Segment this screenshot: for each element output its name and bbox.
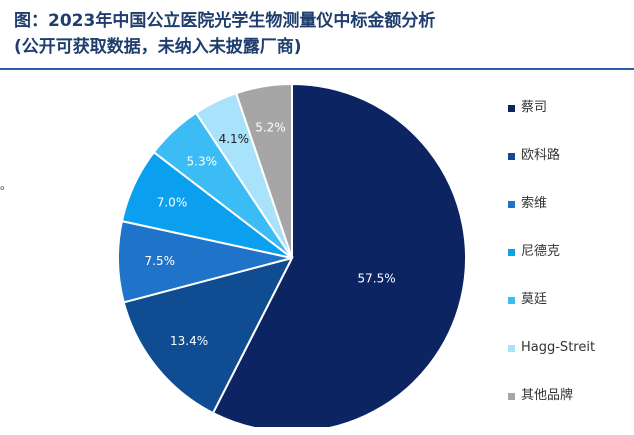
legend-item-4: 莫廷 <box>508 291 595 339</box>
slice-label-6: 5.2% <box>255 121 286 135</box>
legend-swatch-2 <box>508 201 515 208</box>
legend-item-6: 其他品牌 <box>508 387 595 435</box>
pie-slice-6 <box>234 82 293 259</box>
title-block: 图：2023年中国公立医院光学生物测量仪中标金额分析 (公开可获取数据，未纳入未… <box>14 8 435 60</box>
legend-label-3: 尼德克 <box>521 244 561 259</box>
legend-item-2: 索维 <box>508 195 595 243</box>
legend-swatch-4 <box>508 297 515 304</box>
legend-item-0: 蔡司 <box>508 99 595 147</box>
legend-label-4: 莫廷 <box>521 292 548 307</box>
chart-title: 图：2023年中国公立医院光学生物测量仪中标金额分析 <box>14 11 436 31</box>
title-divider <box>0 68 634 70</box>
legend-swatch-3 <box>508 249 515 256</box>
slice-label-2: 7.5% <box>145 254 176 268</box>
legend-swatch-1 <box>508 153 515 160</box>
legend-label-1: 欧科路 <box>521 148 561 163</box>
slice-label-5: 4.1% <box>219 132 250 146</box>
side-mark: 。 <box>0 178 13 192</box>
legend-label-2: 索维 <box>521 196 548 211</box>
slice-label-4: 5.3% <box>187 154 218 168</box>
legend-item-5: Hagg-Streit <box>508 339 595 387</box>
slice-label-0: 57.5% <box>358 271 396 285</box>
legend-label-0: 蔡司 <box>521 100 548 115</box>
legend-item-3: 尼德克 <box>508 243 595 291</box>
chart-subtitle: (公开可获取数据，未纳入未披露厂商) <box>14 37 302 57</box>
slice-label-1: 13.4% <box>170 334 208 348</box>
legend: 蔡司欧科路索维尼德克莫廷 Hagg-Streit 其他品牌 <box>508 99 595 435</box>
legend-swatch-6 <box>508 393 515 400</box>
pie-slice-0 <box>211 82 467 427</box>
legend-label-6: 其他品牌 <box>521 388 574 403</box>
pie-slice-1 <box>122 256 294 415</box>
legend-swatch-5 <box>508 345 515 352</box>
legend-item-1: 欧科路 <box>508 147 595 195</box>
legend-label-5: Hagg-Streit <box>521 340 596 355</box>
slice-label-3: 7.0% <box>157 195 188 209</box>
legend-swatch-0 <box>508 105 515 112</box>
